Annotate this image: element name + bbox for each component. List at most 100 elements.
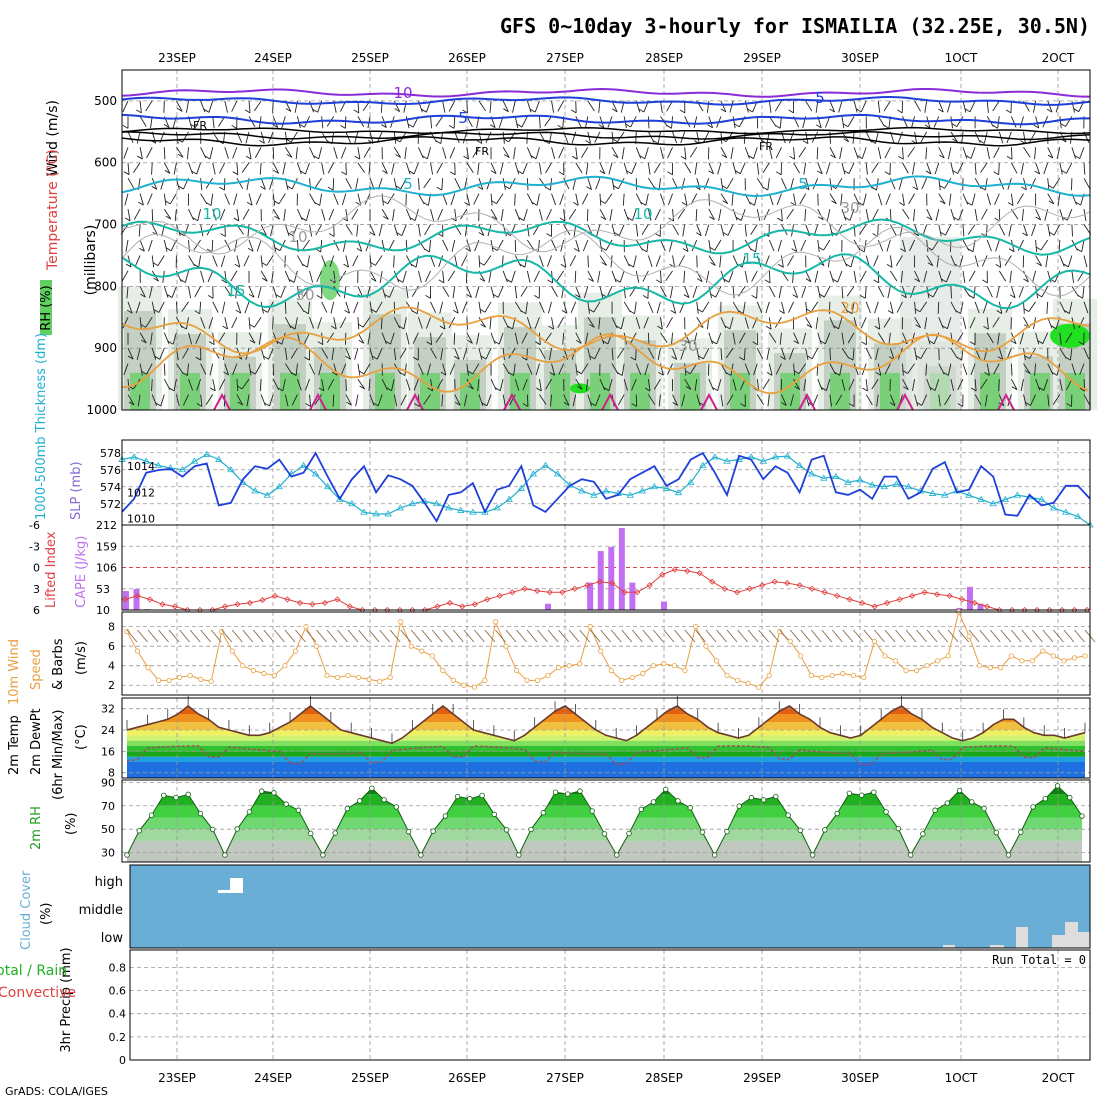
wind-barb [175, 131, 179, 144]
wind-barb [938, 270, 943, 283]
wind-barb [980, 162, 988, 173]
wind-barb [712, 387, 718, 392]
wind-barb [272, 100, 274, 113]
wind-speed-point [261, 670, 267, 677]
wind-barb [286, 153, 293, 158]
wind-barb [817, 170, 823, 175]
wind-barb [660, 193, 665, 206]
lifted-index-point [234, 601, 241, 608]
wind-barb [861, 147, 867, 159]
wind-barb [1043, 378, 1049, 391]
cape-bar [133, 588, 140, 610]
precip-total-label: Total / Rain [0, 963, 67, 979]
wind-barb [418, 317, 423, 329]
wind-barb [333, 193, 339, 205]
wind-barb [660, 100, 663, 113]
rh2m-point [356, 798, 363, 804]
wind-barb [236, 379, 239, 392]
wind-barb [309, 363, 315, 375]
wind-barb [865, 162, 868, 175]
wind-barb [558, 147, 565, 159]
wind-barb [218, 332, 226, 344]
wind-barb [817, 208, 824, 220]
cape-frame [121, 524, 1091, 611]
wind-speed-point [640, 670, 646, 677]
cape-bar [629, 582, 636, 610]
wind-barb [396, 232, 403, 237]
wind-barb [635, 317, 641, 329]
wind-speed-point [187, 672, 193, 679]
wind-barb [793, 239, 798, 252]
temp-30-contour [997, 392, 1015, 411]
wind-barb [1020, 379, 1024, 391]
surface-wind-barb [1074, 629, 1085, 643]
thickness-point [360, 508, 368, 515]
thickness-point [481, 508, 489, 515]
wind-barb [886, 239, 891, 252]
wind-barb [442, 363, 447, 376]
wind-barb [817, 332, 822, 345]
wind-barb [857, 155, 863, 160]
lifted-index-point [521, 585, 528, 592]
wind-barb [934, 162, 940, 175]
wind-barb [708, 193, 710, 206]
wind-barb [454, 255, 458, 268]
wind-barb [802, 140, 809, 144]
wind-barb [424, 248, 430, 253]
wind-barb [683, 270, 686, 283]
wind-barb [684, 116, 691, 128]
wind-barb [183, 394, 189, 406]
wind-barb [635, 363, 642, 375]
wind-barb [825, 162, 831, 175]
wind-speed-point [145, 665, 151, 671]
wind-barb [1032, 270, 1037, 283]
wind-barb [514, 193, 516, 206]
wind-barb [315, 248, 322, 253]
temp-10-contour [121, 218, 1091, 256]
wind-speed-point [861, 674, 867, 681]
wind-barb [992, 317, 1000, 328]
wind-barb [848, 378, 855, 391]
contour-label: FR [759, 140, 773, 153]
wind-barb [762, 162, 770, 174]
wind-barb [996, 310, 1003, 314]
wind-speed-point [503, 643, 509, 649]
wind-barb [1029, 131, 1036, 143]
thickness-point [227, 465, 235, 473]
cloud-low-block [990, 945, 1004, 948]
wind-barb [521, 356, 528, 361]
wind-barb [345, 224, 353, 235]
rh2m-point [393, 804, 400, 810]
wind-barb [1024, 370, 1031, 374]
wind-barb [740, 208, 746, 221]
wind-barb [255, 193, 262, 205]
wind-barb [587, 270, 594, 282]
wind-barb [1016, 193, 1024, 205]
wind-barb [536, 193, 540, 206]
wind-barb [986, 286, 993, 298]
wind-barb [182, 131, 189, 143]
lifted-index-point [296, 599, 303, 606]
surface-wind-barb [179, 629, 190, 643]
wind-barb [980, 208, 988, 220]
wind-barb [369, 224, 376, 236]
wind-barb [793, 378, 800, 390]
wind-barb [393, 270, 400, 283]
wind-barb [1047, 394, 1050, 407]
wind-barb [556, 270, 565, 282]
thickness-point [178, 465, 187, 473]
wind-barb [599, 162, 606, 174]
wind-barb [666, 124, 672, 129]
wind-barb [425, 270, 431, 282]
wind-barb [391, 162, 395, 175]
surface-wind-barb [684, 629, 696, 643]
wind-barb [1059, 208, 1064, 221]
wind-barb [317, 341, 324, 346]
wind-barb [369, 255, 372, 268]
cape-tick-label: 212 [96, 519, 117, 532]
wind-barb [491, 216, 498, 220]
wind-barb [897, 131, 903, 144]
wind-barb [821, 387, 827, 391]
wind-barb [309, 270, 314, 283]
wind-barb [829, 100, 835, 113]
